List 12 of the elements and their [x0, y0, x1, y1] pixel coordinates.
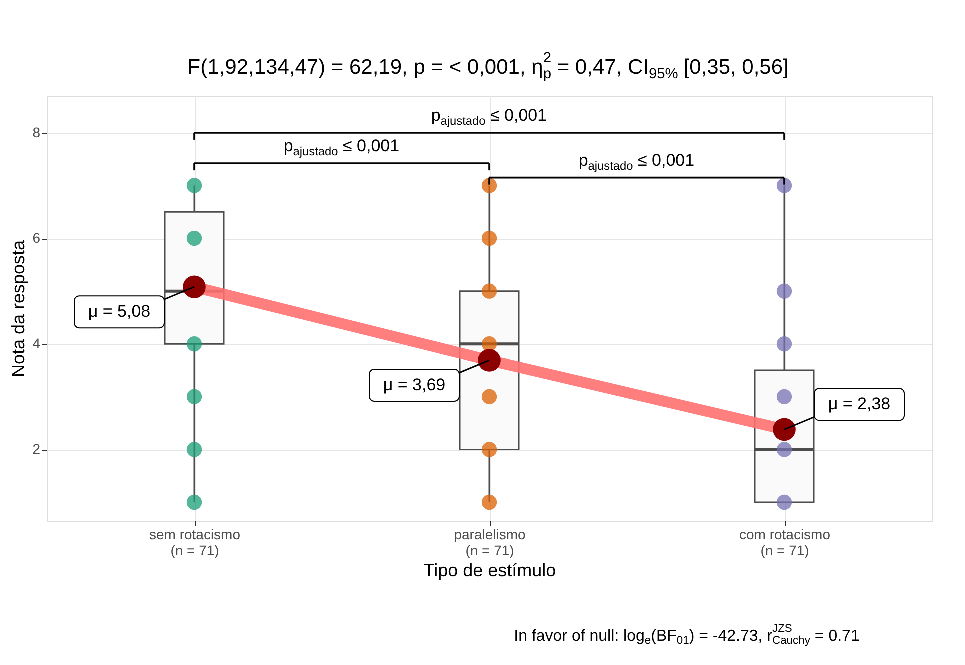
y-tick-label: 2	[32, 441, 41, 458]
x-tick-label: paralelismo (n = 71)	[454, 526, 526, 558]
y-tick-label: 4	[32, 336, 41, 352]
x-axis-title: Tipo de estímulo	[424, 560, 556, 580]
data-label: μ = 2,38	[828, 394, 891, 414]
x-tick-label: com rotacismo (n = 71)	[739, 526, 831, 558]
y-axis-title: Nota da resposta	[8, 239, 29, 378]
y-tick-label: 8	[32, 124, 41, 140]
data-label: μ = 5,08	[88, 302, 151, 322]
x-tick-label: sem rotacismo (n = 71)	[149, 526, 241, 558]
y-tick-label: 6	[32, 230, 41, 246]
data-label: μ = 3,69	[383, 376, 446, 395]
